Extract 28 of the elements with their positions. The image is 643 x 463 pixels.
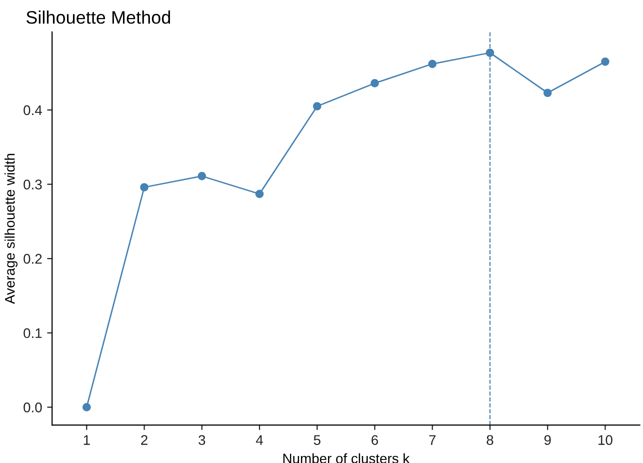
- y-tick-label: 0.1: [24, 328, 42, 338]
- x-tick-label: 5: [314, 435, 320, 445]
- point: [428, 60, 437, 68]
- y-tick-label: 0.3: [24, 180, 42, 190]
- chart-title: Silhouette Method: [26, 10, 170, 24]
- y-axis-title: Average silhouette width: [4, 154, 18, 304]
- x-axis-title: Number of clusters k: [283, 453, 410, 463]
- point: [543, 88, 552, 98]
- point: [198, 172, 206, 180]
- point: [370, 79, 379, 88]
- x-tick-label: 6: [372, 435, 378, 445]
- x-tick-label: 4: [256, 435, 263, 445]
- point: [82, 403, 91, 412]
- x-tick-label: 8: [486, 435, 494, 445]
- x-tick-label: 9: [544, 435, 551, 445]
- y-tick-label: 0.2: [24, 254, 42, 264]
- point: [601, 58, 610, 66]
- point: [312, 102, 322, 110]
- x-tick-label: 3: [198, 435, 206, 445]
- y-tick-label: 0.4: [24, 105, 42, 116]
- x-tick-label: 1: [84, 435, 90, 445]
- x-tick-label: 10: [598, 435, 612, 445]
- x-tick-label: 2: [141, 435, 148, 445]
- point: [140, 183, 148, 192]
- point: [486, 48, 494, 57]
- point: [255, 190, 264, 198]
- y-tick-label: 0.0: [24, 402, 42, 412]
- x-tick-label: 7: [429, 435, 436, 445]
